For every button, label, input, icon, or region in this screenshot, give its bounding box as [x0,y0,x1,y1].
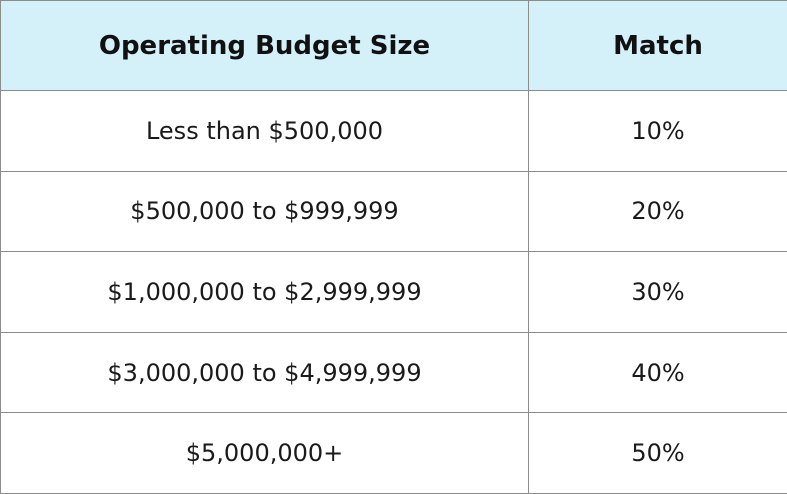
table-row: $1,000,000 to $2,999,999 30% [0,251,787,333]
table-row: Less than $500,000 10% [0,90,787,172]
header-row: Operating Budget Size Match [0,0,787,91]
match-cell: 50% [528,412,787,494]
table-row: $5,000,000+ 50% [0,412,787,494]
budget-size-cell: $3,000,000 to $4,999,999 [0,331,529,414]
budget-size-cell: $1,000,000 to $2,999,999 [0,251,529,333]
header-operating-budget-size: Operating Budget Size [0,0,529,91]
match-cell: 40% [528,331,787,414]
budget-size-cell: $5,000,000+ [0,412,529,494]
match-cell: 30% [528,251,787,333]
table-body: Less than $500,000 10% $500,000 to $999,… [0,90,787,494]
budget-size-cell: Less than $500,000 [0,90,529,172]
match-cell: 10% [528,90,787,172]
header-match: Match [528,0,787,91]
table-header: Operating Budget Size Match [0,0,787,91]
table-row: $500,000 to $999,999 20% [0,170,787,253]
match-cell: 20% [528,170,787,253]
budget-size-cell: $500,000 to $999,999 [0,170,529,253]
table-row: $3,000,000 to $4,999,999 40% [0,331,787,414]
